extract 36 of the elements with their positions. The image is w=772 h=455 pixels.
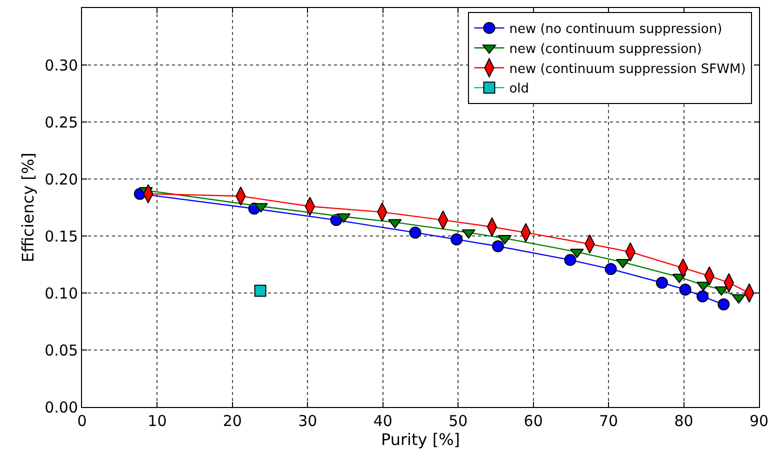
point <box>714 286 728 296</box>
y-tick-label: 0.20 <box>44 170 78 188</box>
point <box>450 233 463 246</box>
x-tick-label: 40 <box>373 412 392 430</box>
x-tick-label: 50 <box>448 412 468 430</box>
legend-label: new (continuum suppression) <box>509 42 702 57</box>
y-tick-label: 0.05 <box>44 341 78 360</box>
x-tick-label: 60 <box>524 412 543 430</box>
point <box>616 258 630 268</box>
point <box>254 284 266 297</box>
point <box>696 290 709 302</box>
x-axis-title: Purity [%] <box>380 430 460 449</box>
legend-label: new (no continuum suppression) <box>509 22 722 38</box>
point <box>718 298 730 310</box>
y-axis-title: Efficiency [%] <box>18 152 38 262</box>
x-tick-label: 90 <box>749 412 769 430</box>
x-tick-label: 20 <box>222 412 242 430</box>
y-tick-label: 0.00 <box>44 398 78 416</box>
x-tick-label: 0 <box>77 412 87 430</box>
point <box>564 254 576 266</box>
point <box>462 229 476 239</box>
point <box>492 240 504 252</box>
y-tick-label: 0.10 <box>44 284 78 302</box>
x-tick-label: 70 <box>599 412 618 430</box>
point <box>679 284 692 296</box>
y-tick-label: 0.30 <box>44 56 78 74</box>
x-tick-label: 80 <box>674 412 694 430</box>
x-tick-label: 30 <box>298 412 318 430</box>
legend-label: new (continuum suppression SFWM) <box>509 62 746 77</box>
point <box>604 263 617 276</box>
y-tick-label: 0.15 <box>44 227 78 246</box>
y-tick-label: 0.25 <box>44 113 78 132</box>
point <box>409 226 422 239</box>
x-tick-label: 10 <box>148 412 167 430</box>
point <box>656 276 668 289</box>
legend-label: old <box>509 82 530 97</box>
